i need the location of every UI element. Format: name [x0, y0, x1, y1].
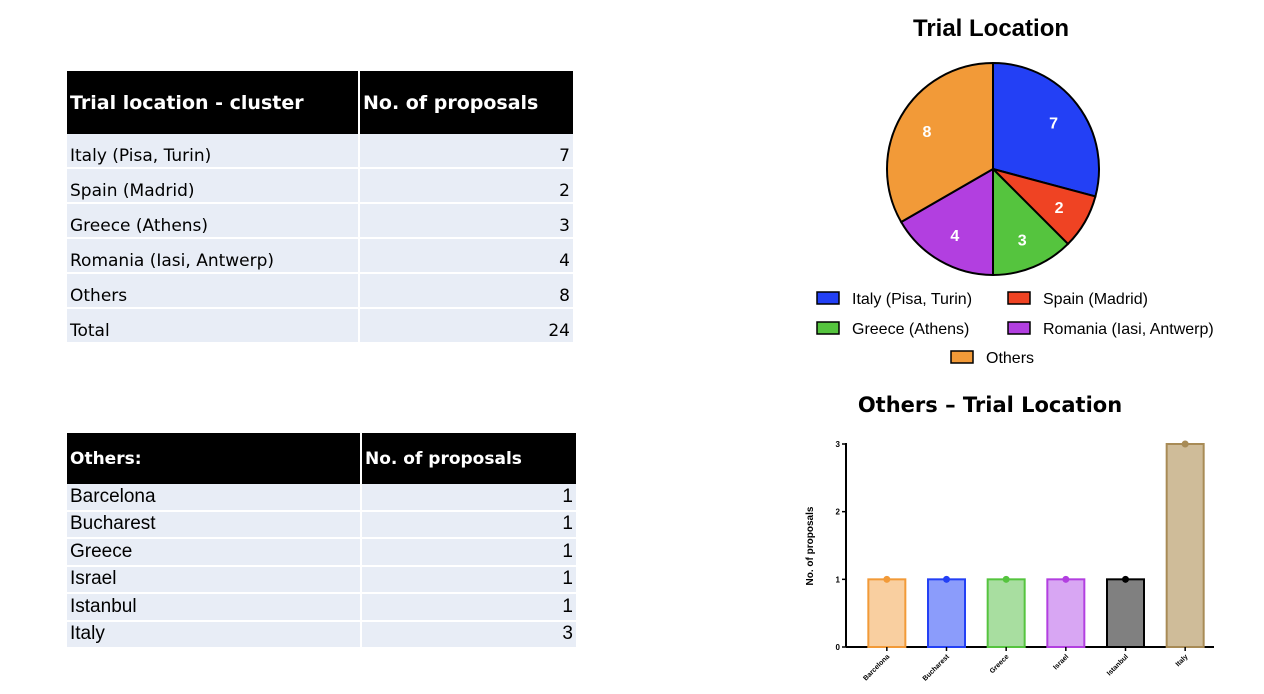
bar-point: [943, 575, 950, 583]
row-label: Spain (Madrid): [67, 169, 360, 204]
x-tick-label: Bucharest: [922, 653, 952, 683]
row-value: 24: [360, 309, 573, 344]
row-label: Greece: [67, 539, 362, 567]
bar: [927, 578, 966, 648]
legend-swatch: [816, 321, 840, 335]
row-value: 1: [362, 484, 576, 512]
table-row: Italy (Pisa, Turin) 7: [67, 134, 573, 169]
pie-slice-label: 7: [1049, 116, 1058, 133]
x-tick-label: Israel: [1052, 653, 1070, 671]
header-no-of-proposals: No. of proposals: [360, 71, 573, 134]
row-value: 8: [360, 274, 573, 309]
header-others: Others:: [67, 433, 362, 484]
others-table: Others: No. of proposals Barcelona 1 Bucha…: [67, 433, 576, 649]
row-label: Istanbul: [67, 594, 362, 622]
row-label: Barcelona: [67, 484, 362, 512]
pie-legend: Italy (Pisa, Turin) Spain (Madrid) Greece …: [816, 291, 1214, 367]
y-tick-label: 1: [836, 575, 841, 584]
row-label: Romania (Iasi, Antwerp): [67, 239, 360, 274]
bar: [986, 578, 1026, 648]
table-row: Spain (Madrid) 2: [67, 169, 573, 204]
row-label: Italy: [67, 621, 362, 649]
legend-swatch: [950, 350, 974, 364]
legend-label: Spain (Madrid): [1043, 291, 1148, 308]
table-row: Greece 1: [67, 539, 576, 567]
bar-point: [1002, 575, 1010, 583]
row-value: 1: [362, 511, 576, 539]
header-no-of-proposals: No. of proposals: [362, 433, 576, 484]
row-label: Israel: [67, 566, 362, 594]
row-value: 1: [362, 539, 576, 567]
legend-label: Romania (Iasi, Antwerp): [1043, 321, 1214, 338]
x-tick-label: Istanbul: [1106, 653, 1130, 677]
y-axis-label: No. of proposals: [805, 506, 816, 585]
header-trial-location-cluster: Trial location - cluster: [67, 71, 360, 134]
row-value: 4: [360, 239, 573, 274]
legend-swatch: [816, 291, 840, 305]
x-tick-label: Italy: [1175, 653, 1190, 668]
pie-slice-label: 2: [1055, 200, 1064, 217]
row-value: 1: [362, 594, 576, 622]
bar: [1106, 578, 1145, 648]
bar: [1165, 443, 1205, 648]
row-label: Bucharest: [67, 511, 362, 539]
row-label: Total: [67, 309, 360, 344]
bar-chart: 0 1 2 3 No. of proposals Barcelona Bucharest Gr…: [805, 440, 1214, 683]
bar-point: [1181, 440, 1189, 448]
legend-swatch: [1007, 291, 1031, 305]
bar-point: [1062, 575, 1070, 583]
pie-slice: [992, 61, 1100, 198]
bar-chart-title: Others – Trial Location: [858, 393, 1122, 417]
y-tick-label: 0: [836, 643, 841, 652]
pie-chart-title: Trial Location: [913, 15, 1069, 42]
table-row: Israel 1: [67, 566, 576, 594]
row-value: 3: [360, 204, 573, 239]
table-header-row: Others: No. of proposals: [67, 433, 576, 484]
legend-label: Italy (Pisa, Turin): [852, 291, 972, 308]
table-row: Istanbul 1: [67, 594, 576, 622]
pie-slice: [899, 167, 994, 277]
row-label: Greece (Athens): [67, 204, 360, 239]
legend-label: Others: [986, 350, 1034, 367]
row-label: Others: [67, 274, 360, 309]
bar-point: [1122, 575, 1129, 583]
row-value: 2: [360, 169, 573, 204]
legend-label: Greece (Athens): [852, 321, 969, 338]
pie-slice: [992, 166, 1070, 277]
table-row: Romania (Iasi, Antwerp) 4: [67, 239, 573, 274]
y-tick-label: 2: [836, 508, 841, 517]
row-value: 3: [362, 621, 576, 649]
table-row: Barcelona 1: [67, 484, 576, 512]
pie-chart: 7 2 3 4 8: [886, 61, 1100, 277]
table-row: Total 24: [67, 309, 573, 344]
table-row: Others 8: [67, 274, 573, 309]
x-tick-label: Barcelona: [862, 653, 891, 682]
table-row: Greece (Athens) 3: [67, 204, 573, 239]
bar-point: [883, 575, 891, 583]
pie-slice-label: 8: [922, 124, 931, 141]
pie-slice-label: 3: [1018, 233, 1027, 250]
cluster-table: Trial location - cluster No. of proposal…: [67, 71, 573, 344]
row-value: 1: [362, 566, 576, 594]
bar: [867, 578, 907, 648]
row-value: 7: [360, 134, 573, 169]
legend-swatch: [1007, 321, 1031, 335]
bar: [1046, 578, 1086, 648]
table-header-row: Trial location - cluster No. of proposal…: [67, 71, 573, 134]
table-row: Bucharest 1: [67, 511, 576, 539]
pie-slice-label: 4: [950, 228, 959, 245]
row-label: Italy (Pisa, Turin): [67, 134, 360, 169]
y-tick-label: 3: [836, 440, 841, 449]
pie-slice: [886, 61, 994, 224]
table-row: Italy 3: [67, 621, 576, 649]
x-tick-label: Greece: [989, 653, 1011, 675]
